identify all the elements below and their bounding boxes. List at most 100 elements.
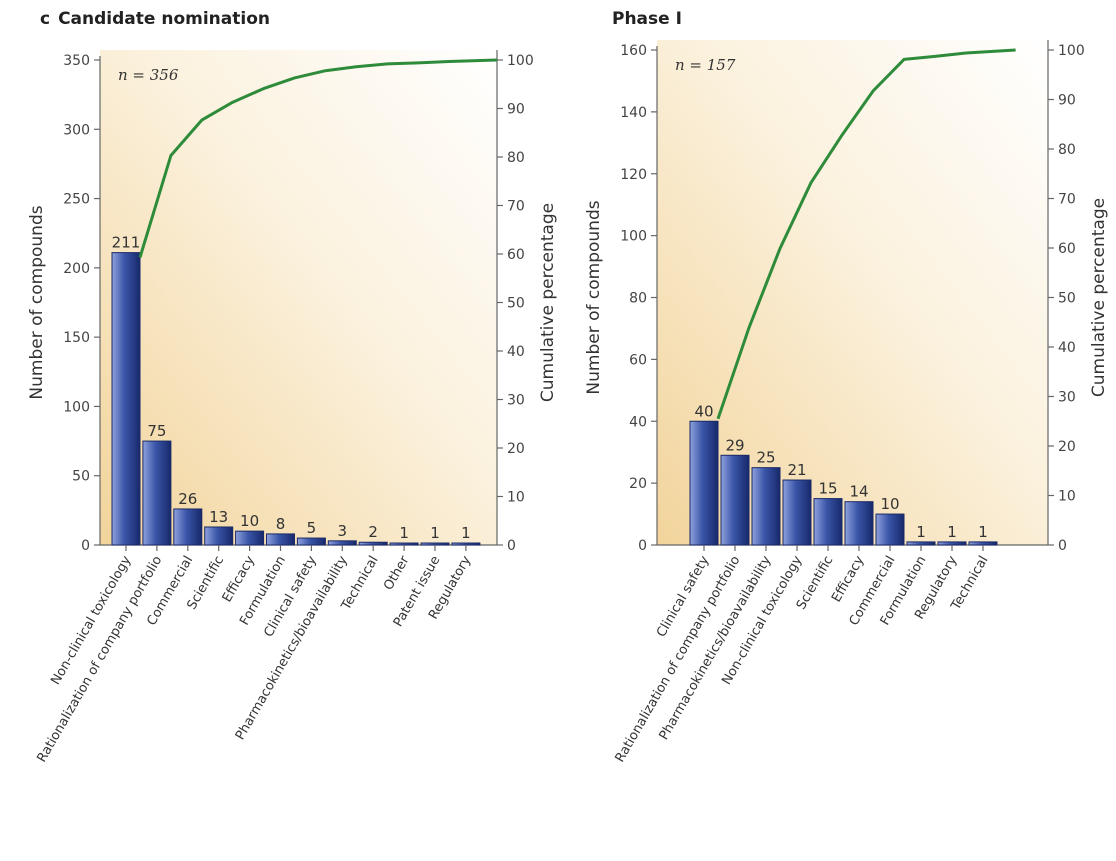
bar: [875, 513, 905, 546]
bar-value-label: 21: [787, 461, 806, 479]
bar-value-label: 2: [368, 523, 378, 541]
y2-tick-label: 60: [1058, 241, 1076, 257]
y2-tick-label: 0: [1058, 538, 1067, 554]
bar-value-label: 211: [112, 234, 141, 252]
y-tick-label: 50: [72, 469, 90, 485]
bar: [142, 440, 172, 546]
y2-tick-label: 100: [507, 53, 534, 69]
y2-tick-label: 90: [507, 102, 525, 118]
panel-letter: c: [40, 9, 50, 29]
bar: [906, 541, 936, 546]
bar-value-label: 1: [947, 523, 957, 541]
y2-tick-label: 40: [507, 344, 525, 360]
y-tick-label: 120: [620, 167, 647, 183]
bar-value-label: 1: [916, 523, 926, 541]
y-tick-label: 160: [620, 43, 647, 59]
y-tick-label: 100: [620, 229, 647, 245]
y2-axis-label: Cumulative percentage: [1089, 198, 1109, 397]
bar-value-label: 1: [430, 524, 440, 542]
category-label: Other: [381, 553, 413, 593]
y2-axis-label: Cumulative percentage: [538, 203, 558, 402]
bar: [173, 508, 203, 546]
y2-tick-label: 100: [1058, 43, 1085, 59]
y2-tick-label: 10: [507, 490, 525, 506]
bar-value-label: 25: [756, 449, 775, 467]
bar-value-label: 40: [694, 402, 713, 420]
bar-value-label: 8: [276, 515, 286, 533]
bar: [358, 541, 388, 546]
bar-value-label: 15: [818, 480, 837, 498]
bar: [689, 420, 719, 546]
bar: [327, 540, 357, 546]
y-tick-label: 150: [63, 330, 90, 346]
y2-tick-label: 40: [1058, 340, 1076, 356]
y-tick-label: 250: [63, 192, 90, 208]
y-tick-label: 60: [629, 352, 647, 368]
y-tick-label: 20: [629, 476, 647, 492]
y-tick-label: 40: [629, 414, 647, 430]
y2-tick-label: 0: [507, 538, 516, 554]
y-axis-label: Number of compounds: [584, 200, 604, 394]
bar: [813, 498, 843, 546]
sample-size-annotation: n = 157: [675, 56, 736, 74]
bar-value-label: 1: [461, 524, 471, 542]
bar-value-label: 5: [307, 519, 317, 537]
category-label: Rationalization of company portfolio: [613, 553, 744, 765]
y-tick-label: 100: [63, 399, 90, 415]
y-axis-label: Number of compounds: [27, 205, 47, 399]
y2-tick-label: 50: [1058, 291, 1076, 307]
bar: [296, 537, 326, 546]
bar-value-label: 26: [178, 490, 197, 508]
y-tick-label: 140: [620, 105, 647, 121]
bar-value-label: 29: [725, 436, 744, 454]
bar: [266, 533, 295, 546]
bar-value-label: 75: [147, 422, 166, 440]
bar: [420, 542, 450, 546]
y2-tick-label: 50: [507, 296, 525, 312]
y2-tick-label: 10: [1058, 489, 1076, 505]
cumulative-percentage-line: [716, 48, 1016, 420]
panel-title-text: Candidate nomination: [58, 9, 270, 29]
y2-tick-label: 20: [507, 441, 525, 457]
y2-tick-label: 70: [507, 199, 525, 215]
y2-tick-label: 60: [507, 247, 525, 263]
bar: [720, 454, 750, 546]
bar-value-label: 10: [240, 512, 259, 530]
y2-tick-label: 90: [1058, 93, 1076, 109]
y-tick-label: 350: [63, 53, 90, 69]
bar-value-label: 13: [209, 508, 228, 526]
bar-value-label: 3: [338, 522, 348, 540]
bar: [968, 541, 998, 546]
bar: [937, 541, 967, 546]
bar-value-label: 1: [399, 524, 409, 542]
bar: [389, 542, 419, 546]
category-label: Rationalization of company portfolio: [35, 553, 166, 765]
chart-title: Phase I: [612, 9, 682, 29]
y-tick-label: 80: [629, 291, 647, 307]
y-tick-label: 200: [63, 261, 90, 277]
chart-panel-phase-1: Phase In = 15702040608010012014016001020…: [584, 9, 1109, 765]
y2-tick-label: 20: [1058, 439, 1076, 455]
sample-size-annotation: n = 356: [118, 66, 179, 84]
chart-title: c Candidate nomination: [40, 9, 270, 29]
bar-value-label: 10: [880, 495, 899, 513]
y2-tick-label: 80: [1058, 142, 1076, 158]
y2-tick-label: 80: [507, 150, 525, 166]
y2-tick-label: 30: [1058, 390, 1076, 406]
bar-value-label: 14: [849, 483, 868, 501]
bar: [782, 479, 812, 546]
y2-tick-label: 70: [1058, 192, 1076, 208]
bar: [204, 526, 234, 546]
y-tick-label: 0: [638, 538, 647, 554]
bar-value-label: 1: [978, 523, 988, 541]
bar: [844, 501, 874, 546]
y-tick-label: 300: [63, 122, 90, 138]
bar: [235, 530, 265, 546]
bar: [451, 542, 481, 546]
cumulative-percentage-line: [138, 58, 498, 258]
y-tick-label: 0: [81, 538, 90, 554]
y2-tick-label: 30: [507, 393, 525, 409]
bar: [751, 467, 781, 546]
